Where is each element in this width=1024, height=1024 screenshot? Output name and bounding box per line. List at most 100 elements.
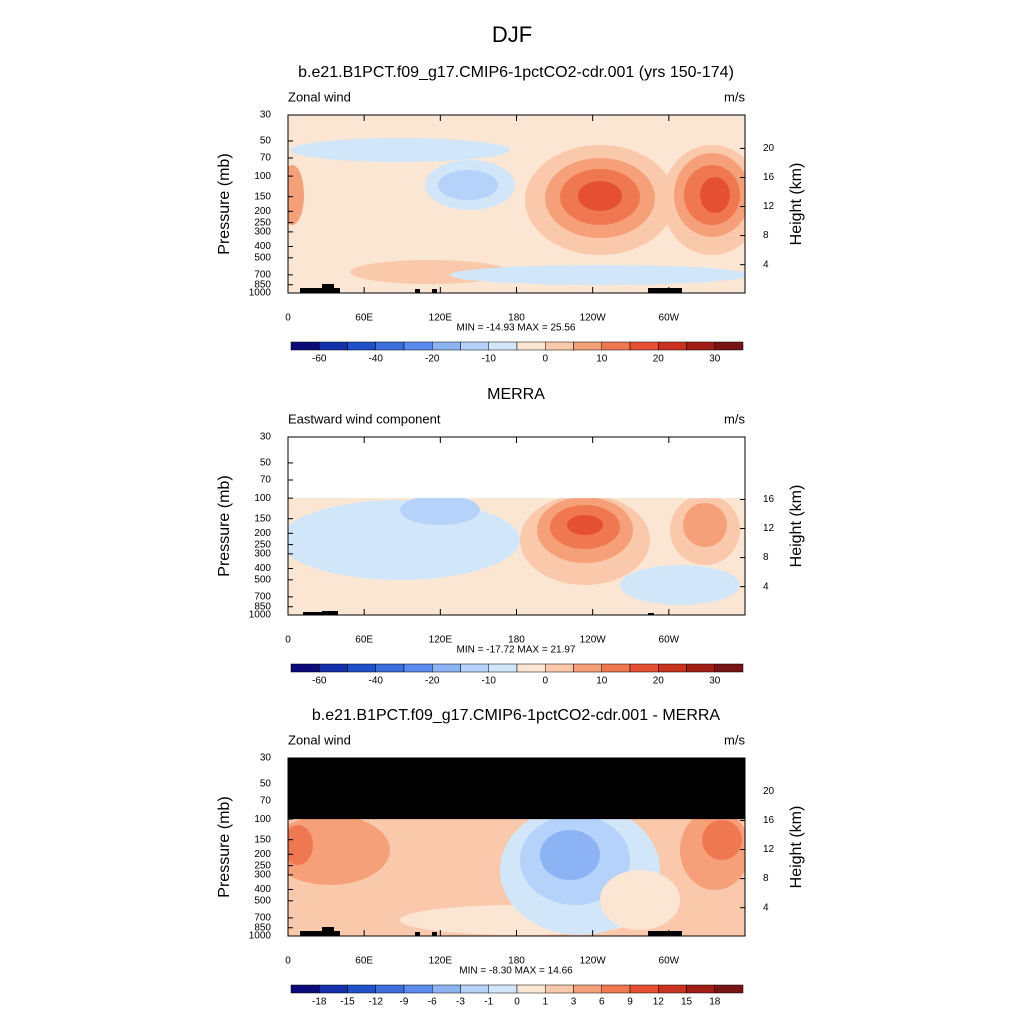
colorbar-box bbox=[658, 663, 687, 673]
colorbar-label: -20 bbox=[425, 676, 440, 687]
y-tick-label: 400 bbox=[254, 241, 271, 252]
min-max-annotation: MIN = -8.30 MAX = 14.66 bbox=[459, 966, 573, 977]
contour-region bbox=[600, 870, 680, 930]
y2-tick-label: 12 bbox=[763, 844, 775, 855]
y-tick-label: 300 bbox=[254, 227, 271, 238]
colorbar-box bbox=[290, 341, 320, 351]
left-string: Eastward wind component bbox=[288, 411, 441, 426]
colorbar-box bbox=[686, 663, 715, 673]
y-tick-label: 500 bbox=[254, 252, 271, 263]
y-tick-label: 30 bbox=[260, 753, 272, 764]
colorbar-box bbox=[686, 341, 715, 351]
topography bbox=[648, 613, 654, 615]
x-tick-label: 0 bbox=[285, 956, 291, 967]
x-tick-label: 0 bbox=[285, 313, 291, 324]
colorbar-label: 20 bbox=[653, 354, 665, 365]
y-tick-label: 1000 bbox=[249, 931, 272, 942]
topography bbox=[300, 931, 340, 936]
colorbar-label: 12 bbox=[653, 997, 665, 1008]
colorbar-label: 0 bbox=[542, 676, 548, 687]
y2-tick-label: 4 bbox=[763, 259, 769, 270]
contour-region bbox=[702, 820, 742, 860]
colorbar-box bbox=[319, 341, 348, 351]
colorbar-box bbox=[403, 984, 433, 994]
x-tick-label: 120W bbox=[580, 956, 607, 967]
y2-tick-label: 20 bbox=[763, 143, 775, 154]
colorbar-box bbox=[573, 663, 602, 673]
y2-tick-label: 16 bbox=[763, 815, 775, 826]
contour-region bbox=[700, 177, 730, 213]
colorbar-label: -60 bbox=[312, 354, 327, 365]
colorbar-label: 18 bbox=[709, 997, 721, 1008]
colorbar-label: -3 bbox=[456, 997, 465, 1008]
contour-field bbox=[288, 115, 745, 293]
colorbar-box bbox=[347, 663, 376, 673]
y2-axis-label: Height (km) bbox=[788, 806, 805, 889]
x-tick-label: 60E bbox=[355, 635, 373, 646]
y-tick-label: 500 bbox=[254, 895, 271, 906]
colorbar-label: -20 bbox=[425, 354, 440, 365]
colorbar-box bbox=[516, 341, 546, 351]
colorbar-label: -10 bbox=[482, 354, 497, 365]
colorbar-box bbox=[601, 663, 631, 673]
colorbar-box bbox=[714, 341, 744, 351]
contour-region bbox=[438, 170, 498, 200]
colorbar-box bbox=[714, 663, 744, 673]
x-tick-label: 60W bbox=[659, 635, 680, 646]
min-max-annotation: MIN = -14.93 MAX = 25.56 bbox=[457, 323, 576, 334]
x-tick-label: 60W bbox=[659, 956, 680, 967]
colorbar-label: 15 bbox=[681, 997, 693, 1008]
colorbar-box bbox=[403, 341, 433, 351]
x-tick-label: 60W bbox=[659, 313, 680, 324]
y-tick-label: 100 bbox=[254, 171, 271, 182]
missing-region bbox=[288, 437, 745, 499]
y-tick-label: 1000 bbox=[249, 288, 272, 299]
colorbar-label: 0 bbox=[542, 354, 548, 365]
colorbar-box bbox=[290, 663, 320, 673]
colorbar-label: -60 bbox=[312, 676, 327, 687]
right-string: m/s bbox=[724, 89, 745, 104]
colorbar-box bbox=[347, 341, 376, 351]
y2-tick-label: 20 bbox=[763, 786, 775, 797]
topography bbox=[432, 289, 437, 293]
right-string: m/s bbox=[724, 732, 745, 747]
colorbar-label: -40 bbox=[369, 676, 384, 687]
colorbar-label: 30 bbox=[709, 354, 721, 365]
topography bbox=[322, 927, 334, 936]
y-tick-label: 400 bbox=[254, 884, 271, 895]
y-tick-label: 500 bbox=[254, 574, 271, 585]
colorbar-box bbox=[432, 984, 461, 994]
topography bbox=[415, 289, 420, 293]
colorbar-box bbox=[347, 984, 376, 994]
colorbar-box bbox=[714, 984, 744, 994]
colorbar-box bbox=[460, 341, 489, 351]
y2-tick-label: 12 bbox=[763, 201, 775, 212]
topography bbox=[432, 932, 437, 936]
y2-tick-label: 4 bbox=[763, 902, 769, 913]
colorbar-box bbox=[516, 984, 546, 994]
right-string: m/s bbox=[724, 411, 745, 426]
colorbar-label: -18 bbox=[312, 997, 327, 1008]
colorbar-box bbox=[545, 341, 574, 351]
colorbar-box bbox=[601, 984, 631, 994]
contour-region bbox=[450, 265, 745, 285]
y-tick-label: 150 bbox=[254, 834, 271, 845]
y-tick-label: 850 bbox=[254, 922, 271, 933]
colorbar-box bbox=[658, 984, 687, 994]
colorbar-label: 3 bbox=[571, 997, 577, 1008]
y-tick-label: 250 bbox=[254, 860, 271, 871]
y2-tick-label: 4 bbox=[763, 581, 769, 592]
contour-region bbox=[620, 565, 740, 605]
colorbar-box bbox=[290, 984, 320, 994]
contour-region bbox=[288, 500, 520, 580]
colorbar-box bbox=[629, 341, 659, 351]
colorbar-label: 30 bbox=[709, 676, 721, 687]
colorbar-label: 6 bbox=[599, 997, 605, 1008]
x-tick-label: 60E bbox=[355, 313, 373, 324]
y-tick-label: 1000 bbox=[249, 610, 272, 621]
topography bbox=[648, 288, 682, 293]
y-tick-label: 250 bbox=[254, 217, 271, 228]
colorbar-label: -15 bbox=[340, 997, 355, 1008]
y2-tick-label: 16 bbox=[763, 172, 775, 183]
